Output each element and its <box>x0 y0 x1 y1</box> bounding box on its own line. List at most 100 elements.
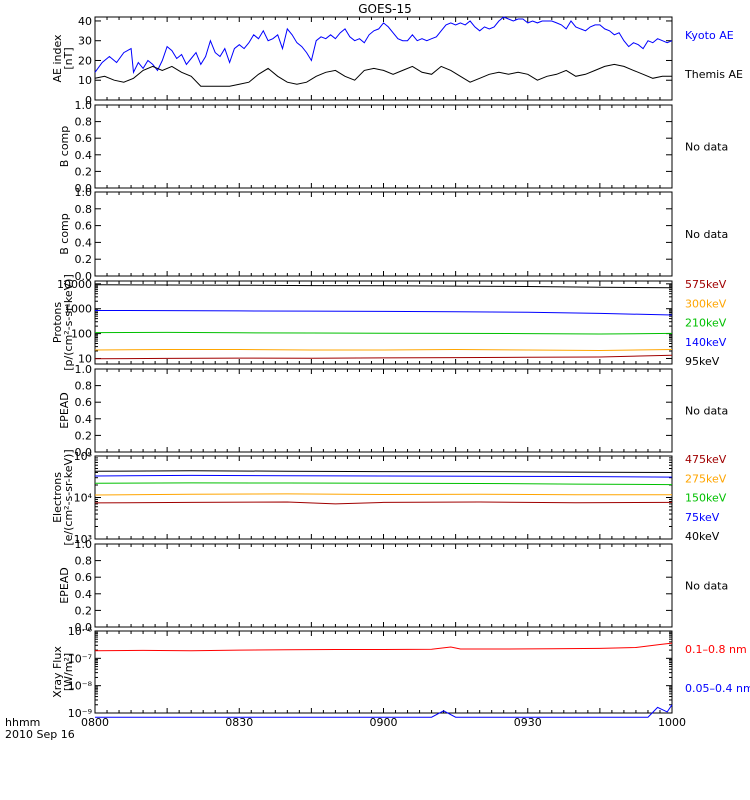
panel-frame <box>94 543 673 628</box>
legend-entry: 210keV <box>685 317 727 330</box>
panel-2: 0.0 0.2 0.4 0.6 0.8 1.0 B comp No data <box>58 99 728 195</box>
y-tick-label: 10⁻⁶ <box>68 625 93 638</box>
x-tick-label: 0900 <box>370 716 398 729</box>
y-tick-label: 0.0 <box>75 446 93 459</box>
y-tick-label: 10⁻⁹ <box>68 707 92 720</box>
y-axis-unit: [nT] <box>62 47 75 69</box>
legend-entry: 475keV <box>685 453 727 466</box>
panel-8: 10⁻⁹ 10⁻⁸ 10⁻⁷ 10⁻⁶ Xray Flux[W/m²] 0.1–0.8 n… <box>51 625 750 720</box>
panel-frame <box>94 368 673 453</box>
panel-5: 0.0 0.2 0.4 0.6 0.8 1.0 EPEAD No data <box>58 363 728 459</box>
no-data-label: No data <box>685 580 728 593</box>
y-tick-label: 100 <box>71 328 92 341</box>
y-tick-label: 0.4 <box>75 236 93 249</box>
legend-entry: Kyoto AE <box>685 29 734 42</box>
y-tick-label: 0.0 <box>75 621 93 634</box>
y-tick-label: 0.0 <box>75 182 93 195</box>
y-axis-label: EPEAD <box>58 567 71 604</box>
y-axis-label: B comp <box>58 126 71 168</box>
no-data-label: No data <box>685 405 728 418</box>
x-tick-label: 0800 <box>81 716 109 729</box>
x-axis: 0800 0830 0900 0930 1000 <box>81 716 686 729</box>
legend-entry: 300keV <box>685 297 727 310</box>
panel-7: 0.0 0.2 0.4 0.6 0.8 1.0 EPEAD No data <box>58 538 728 634</box>
series-line <box>94 310 673 316</box>
panel-1: 0 10 20 30 40 AE index[nT] Kyoto AE Themis AE <box>51 15 743 107</box>
y-tick-label: 1.0 <box>75 363 93 376</box>
y-tick-label: 1.0 <box>75 538 93 551</box>
y-tick-label: 0.8 <box>75 203 93 216</box>
series-line <box>94 63 672 87</box>
y-tick-label: 0.2 <box>75 604 93 617</box>
y-tick-label: 10⁵ <box>74 450 92 463</box>
y-tick-label: 10⁻⁸ <box>68 680 93 693</box>
x-tick-label: 0830 <box>225 716 253 729</box>
no-data-label: No data <box>685 228 728 241</box>
y-tick-label: 10³ <box>74 533 92 546</box>
series-line <box>94 331 673 335</box>
panels-container: 0 10 20 30 40 AE index[nT] Kyoto AE Themis AE 0.… <box>51 15 750 720</box>
y-tick-label: 0.6 <box>75 132 93 145</box>
series-line <box>94 470 673 473</box>
series-line <box>94 501 673 505</box>
panel-frame <box>94 191 673 277</box>
y-tick-label: 1.0 <box>75 186 93 199</box>
y-tick-label: 10⁴ <box>74 492 93 505</box>
y-tick-label: 0.4 <box>75 413 93 426</box>
y-axis-label: Protons <box>51 302 64 343</box>
y-axis-unit: [p/(cm²-s-sr-keV)] <box>62 274 75 371</box>
panel-frame <box>94 104 673 189</box>
y-tick-label: 0.6 <box>75 571 93 584</box>
y-axis-unit: [W/m²] <box>62 653 75 691</box>
y-tick-label: 0.0 <box>75 270 93 283</box>
legend-entry: 75keV <box>685 511 720 524</box>
legend-entry: 140keV <box>685 336 727 349</box>
legend-entry: Themis AE <box>684 68 743 81</box>
panel-frame <box>94 280 673 365</box>
y-axis-unit: [e/(cm²-s-sr-keV)] <box>62 449 75 545</box>
series-line <box>94 348 673 352</box>
panel-6: 10³ 10⁴ 10⁵ Electrons[e/(cm²-s-sr-keV)] 475k… <box>51 449 727 546</box>
y-tick-label: 10 <box>78 74 92 87</box>
y-tick-label: 0.4 <box>75 149 93 162</box>
y-tick-label: 0.6 <box>75 220 93 233</box>
plot-title: GOES-15 <box>358 2 412 16</box>
x-tick-label: 1000 <box>658 716 686 729</box>
y-tick-label: 0.4 <box>75 588 93 601</box>
y-tick-label: 0.8 <box>75 116 93 129</box>
series-line <box>94 642 673 652</box>
series-line <box>94 284 673 289</box>
series-line <box>94 482 673 486</box>
y-axis-label: B comp <box>58 213 71 255</box>
legend-entry: 40keV <box>685 530 720 543</box>
legend-entry: 0.05–0.4 nm <box>685 682 750 695</box>
y-tick-label: 1.0 <box>75 99 93 112</box>
y-tick-label: 30 <box>78 35 92 48</box>
y-tick-label: 0.8 <box>75 555 93 568</box>
y-axis-label: EPEAD <box>58 392 71 429</box>
panel-frame <box>94 455 673 540</box>
y-tick-label: 40 <box>78 15 92 28</box>
panel-frame <box>94 630 673 714</box>
legend-entry: 575keV <box>685 278 727 291</box>
y-tick-label: 0.2 <box>75 165 93 178</box>
series-line <box>94 493 673 496</box>
x-tick-label: 0930 <box>514 716 542 729</box>
series-line <box>95 704 673 718</box>
legend-entry: 150keV <box>685 492 727 505</box>
legend-entry: 0.1–0.8 nm <box>685 643 747 656</box>
y-tick-label: 1000 <box>64 303 92 316</box>
y-tick-label: 0.2 <box>75 253 93 266</box>
panel-4: 10 100 1000 10000 Protons[p/(cm²-s-sr-keV)] 5… <box>51 274 727 371</box>
y-tick-label: 0.8 <box>75 380 93 393</box>
series-line <box>94 354 673 360</box>
time-label: hhmm <box>5 716 40 729</box>
y-tick-label: 0 <box>85 94 92 107</box>
legend-entry: 275keV <box>685 472 727 485</box>
date-label: 2010 Sep 16 <box>5 728 75 741</box>
panel-3: 0.0 0.2 0.4 0.6 0.8 1.0 B comp No data <box>58 186 728 283</box>
no-data-label: No data <box>685 141 728 154</box>
y-tick-label: 0.2 <box>75 429 93 442</box>
y-tick-label: 10000 <box>57 278 92 291</box>
